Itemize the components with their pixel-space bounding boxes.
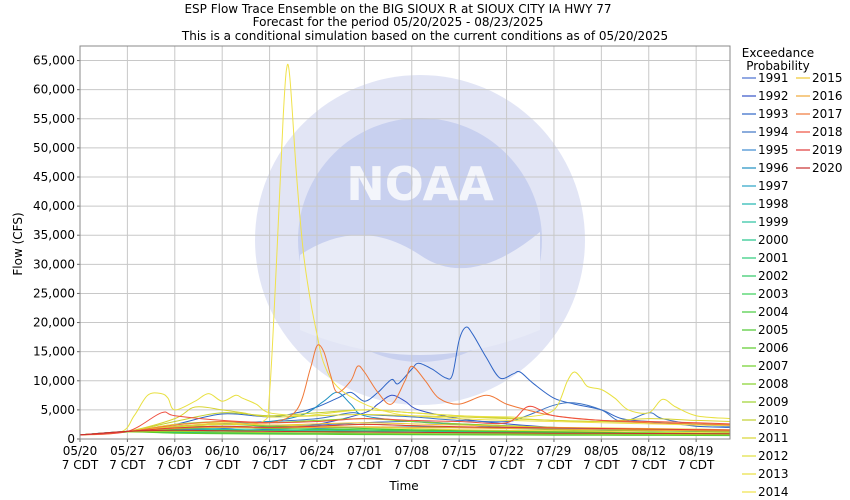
x-tick-sublabel: 7 CDT	[109, 458, 146, 472]
x-tick-sublabel: 7 CDT	[631, 458, 668, 472]
x-tick-label: 08/12	[631, 444, 666, 458]
x-tick-sublabel: 7 CDT	[251, 458, 288, 472]
legend-label-2002: 2002	[758, 269, 789, 283]
series-line-2013	[79, 371, 731, 436]
x-tick-sublabel: 7 CDT	[157, 458, 194, 472]
y-tick-label: 25,000	[33, 286, 75, 300]
x-tick-label: 07/22	[489, 444, 524, 458]
plot-border	[79, 45, 731, 440]
legend-label-2014: 2014	[758, 485, 789, 499]
legend-label-2012: 2012	[758, 449, 789, 463]
chart-title-line-2: Forecast for the period 05/20/2025 - 08/…	[253, 15, 544, 29]
x-tick-label: 07/01	[347, 444, 382, 458]
legend-label-2016: 2016	[812, 89, 843, 103]
series-line-2017	[79, 344, 731, 436]
series-line-2006	[79, 431, 731, 437]
series-line-2018	[79, 405, 731, 436]
x-axis-label: Time	[388, 479, 418, 493]
y-axis-label: Flow (CFS)	[11, 212, 25, 275]
chart-title-line-1: ESP Flow Trace Ensemble on the BIG SIOUX…	[184, 2, 611, 16]
x-tick-sublabel: 7 CDT	[346, 458, 383, 472]
x-tick-sublabel: 7 CDT	[583, 458, 620, 472]
y-tick-label: 0	[67, 432, 75, 446]
y-tick-label: 45,000	[33, 170, 75, 184]
series-line-2009	[79, 430, 731, 436]
y-tick-label: 10,000	[33, 374, 75, 388]
y-tick-label: 55,000	[33, 112, 75, 126]
y-tick-label: 60,000	[33, 83, 75, 97]
series-line-2016	[79, 426, 731, 436]
legend-label-1999: 1999	[758, 215, 789, 229]
x-tick-sublabel: 7 CDT	[299, 458, 336, 472]
legend-label-2011: 2011	[758, 431, 789, 445]
y-tick-label: 30,000	[33, 257, 75, 271]
legend-label-2019: 2019	[812, 143, 843, 157]
noaa-watermark: NOAA	[255, 75, 585, 405]
x-tick-label: 05/27	[110, 444, 145, 458]
grid-layer	[79, 46, 730, 440]
legend-label-2020: 2020	[812, 161, 843, 175]
x-tick-label: 07/15	[442, 444, 477, 458]
legend-title-line-2: Probability	[746, 59, 809, 73]
legend-label-2007: 2007	[758, 359, 789, 373]
x-tick-label: 07/29	[537, 444, 572, 458]
x-tick-sublabel: 7 CDT	[678, 458, 715, 472]
y-tick-label: 40,000	[33, 199, 75, 213]
x-tick-label: 06/10	[205, 444, 240, 458]
legend-label-2017: 2017	[812, 107, 843, 121]
series-line-2015	[79, 422, 731, 436]
legend-label-2000: 2000	[758, 233, 789, 247]
series-line-1993	[79, 326, 731, 436]
legend-label-2001: 2001	[758, 251, 789, 265]
x-tick-label: 05/20	[63, 444, 98, 458]
y-tick-label: 50,000	[33, 141, 75, 155]
x-tick-label: 06/03	[157, 444, 192, 458]
legend-label-2006: 2006	[758, 341, 789, 355]
x-tick-sublabel: 7 CDT	[204, 458, 241, 472]
x-tick-sublabel: 7 CDT	[62, 458, 99, 472]
chart-title-line-3: This is a conditional simulation based o…	[181, 29, 668, 43]
series-line-2014	[79, 63, 731, 436]
legend-label-1994: 1994	[758, 125, 789, 139]
series-line-2019	[79, 423, 731, 436]
y-tick-label: 65,000	[33, 54, 75, 68]
legend-label-2018: 2018	[812, 125, 843, 139]
series-layer	[79, 63, 731, 437]
svg-text:NOAA: NOAA	[346, 157, 494, 211]
series-line-2020	[79, 429, 731, 436]
y-tick-label: 20,000	[33, 316, 75, 330]
x-tick-sublabel: 7 CDT	[441, 458, 478, 472]
x-tick-label: 06/17	[252, 444, 287, 458]
legend-label-2010: 2010	[758, 413, 789, 427]
legend-title-line-1: Exceedance	[742, 46, 814, 60]
x-tick-label: 08/19	[679, 444, 714, 458]
axis-layer: 0 5,000 10,000 15,000 20,000 25,000 30,000 35,0…	[33, 54, 715, 472]
legend-label-1993: 1993	[758, 107, 789, 121]
y-tick-label: 5,000	[41, 403, 75, 417]
legend-label-2009: 2009	[758, 395, 789, 409]
legend-label-1996: 1996	[758, 161, 789, 175]
legend-label-2008: 2008	[758, 377, 789, 391]
x-tick-label: 08/05	[584, 444, 619, 458]
legend-label-1998: 1998	[758, 197, 789, 211]
legend-label-1995: 1995	[758, 143, 789, 157]
x-tick-label: 06/24	[300, 444, 335, 458]
legend-label-1991: 1991	[758, 71, 789, 85]
x-tick-sublabel: 7 CDT	[394, 458, 431, 472]
legend-label-2015: 2015	[812, 71, 843, 85]
legend-label-1997: 1997	[758, 179, 789, 193]
legend: Exceedance Probability 1991 1992 1993 1994 1…	[742, 46, 843, 499]
legend-label-2003: 2003	[758, 287, 789, 301]
x-tick-sublabel: 7 CDT	[536, 458, 573, 472]
legend-label-2013: 2013	[758, 467, 789, 481]
series-line-2012	[79, 423, 731, 436]
y-tick-label: 15,000	[33, 345, 75, 359]
x-tick-label: 07/08	[394, 444, 429, 458]
legend-label-2005: 2005	[758, 323, 789, 337]
x-tick-sublabel: 7 CDT	[488, 458, 525, 472]
y-tick-label: 35,000	[33, 228, 75, 242]
legend-label-1992: 1992	[758, 89, 789, 103]
legend-label-2004: 2004	[758, 305, 789, 319]
